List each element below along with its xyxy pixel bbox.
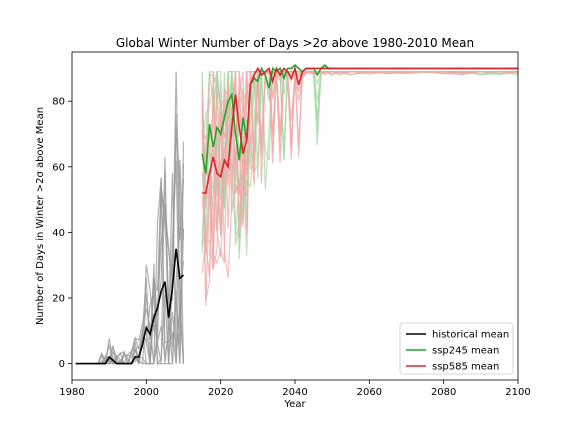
- x-axis-ticks: 1980 2000 2020 2040 2060 2080 2100: [59, 380, 531, 398]
- y-tick-label: 80: [52, 97, 65, 108]
- y-tick-label: 60: [52, 162, 65, 173]
- legend-label: historical mean: [432, 330, 509, 341]
- x-tick-label: 2020: [208, 387, 233, 398]
- y-tick-label: 20: [52, 294, 65, 305]
- y-axis-ticks: 0 20 40 60 80: [52, 97, 72, 370]
- legend-label: ssp245 mean: [432, 346, 499, 357]
- x-tick-label: 2100: [505, 387, 530, 398]
- x-tick-label: 2080: [431, 387, 456, 398]
- historical-mean-line: [75, 248, 185, 365]
- x-tick-label: 2000: [134, 387, 159, 398]
- ensemble-mean-lines: [75, 64, 518, 365]
- legend-label: ssp585 mean: [432, 362, 499, 373]
- x-tick-label: 2040: [282, 387, 307, 398]
- x-axis-label: Year: [283, 399, 306, 410]
- x-tick-label: 1980: [59, 387, 84, 398]
- legend: historical mean ssp245 mean ssp585 mean: [399, 322, 514, 375]
- y-axis-label: Number of Days in Winter >2σ above Mean: [35, 107, 46, 325]
- y-tick-label: 40: [52, 228, 65, 239]
- chart-title: Global Winter Number of Days >2σ above 1…: [116, 36, 474, 50]
- ensemble-member-lines: [75, 69, 519, 366]
- y-tick-label: 0: [59, 359, 65, 370]
- x-tick-label: 2060: [357, 387, 382, 398]
- legend-box: [399, 322, 514, 375]
- ssp585-mean-line: [202, 65, 518, 194]
